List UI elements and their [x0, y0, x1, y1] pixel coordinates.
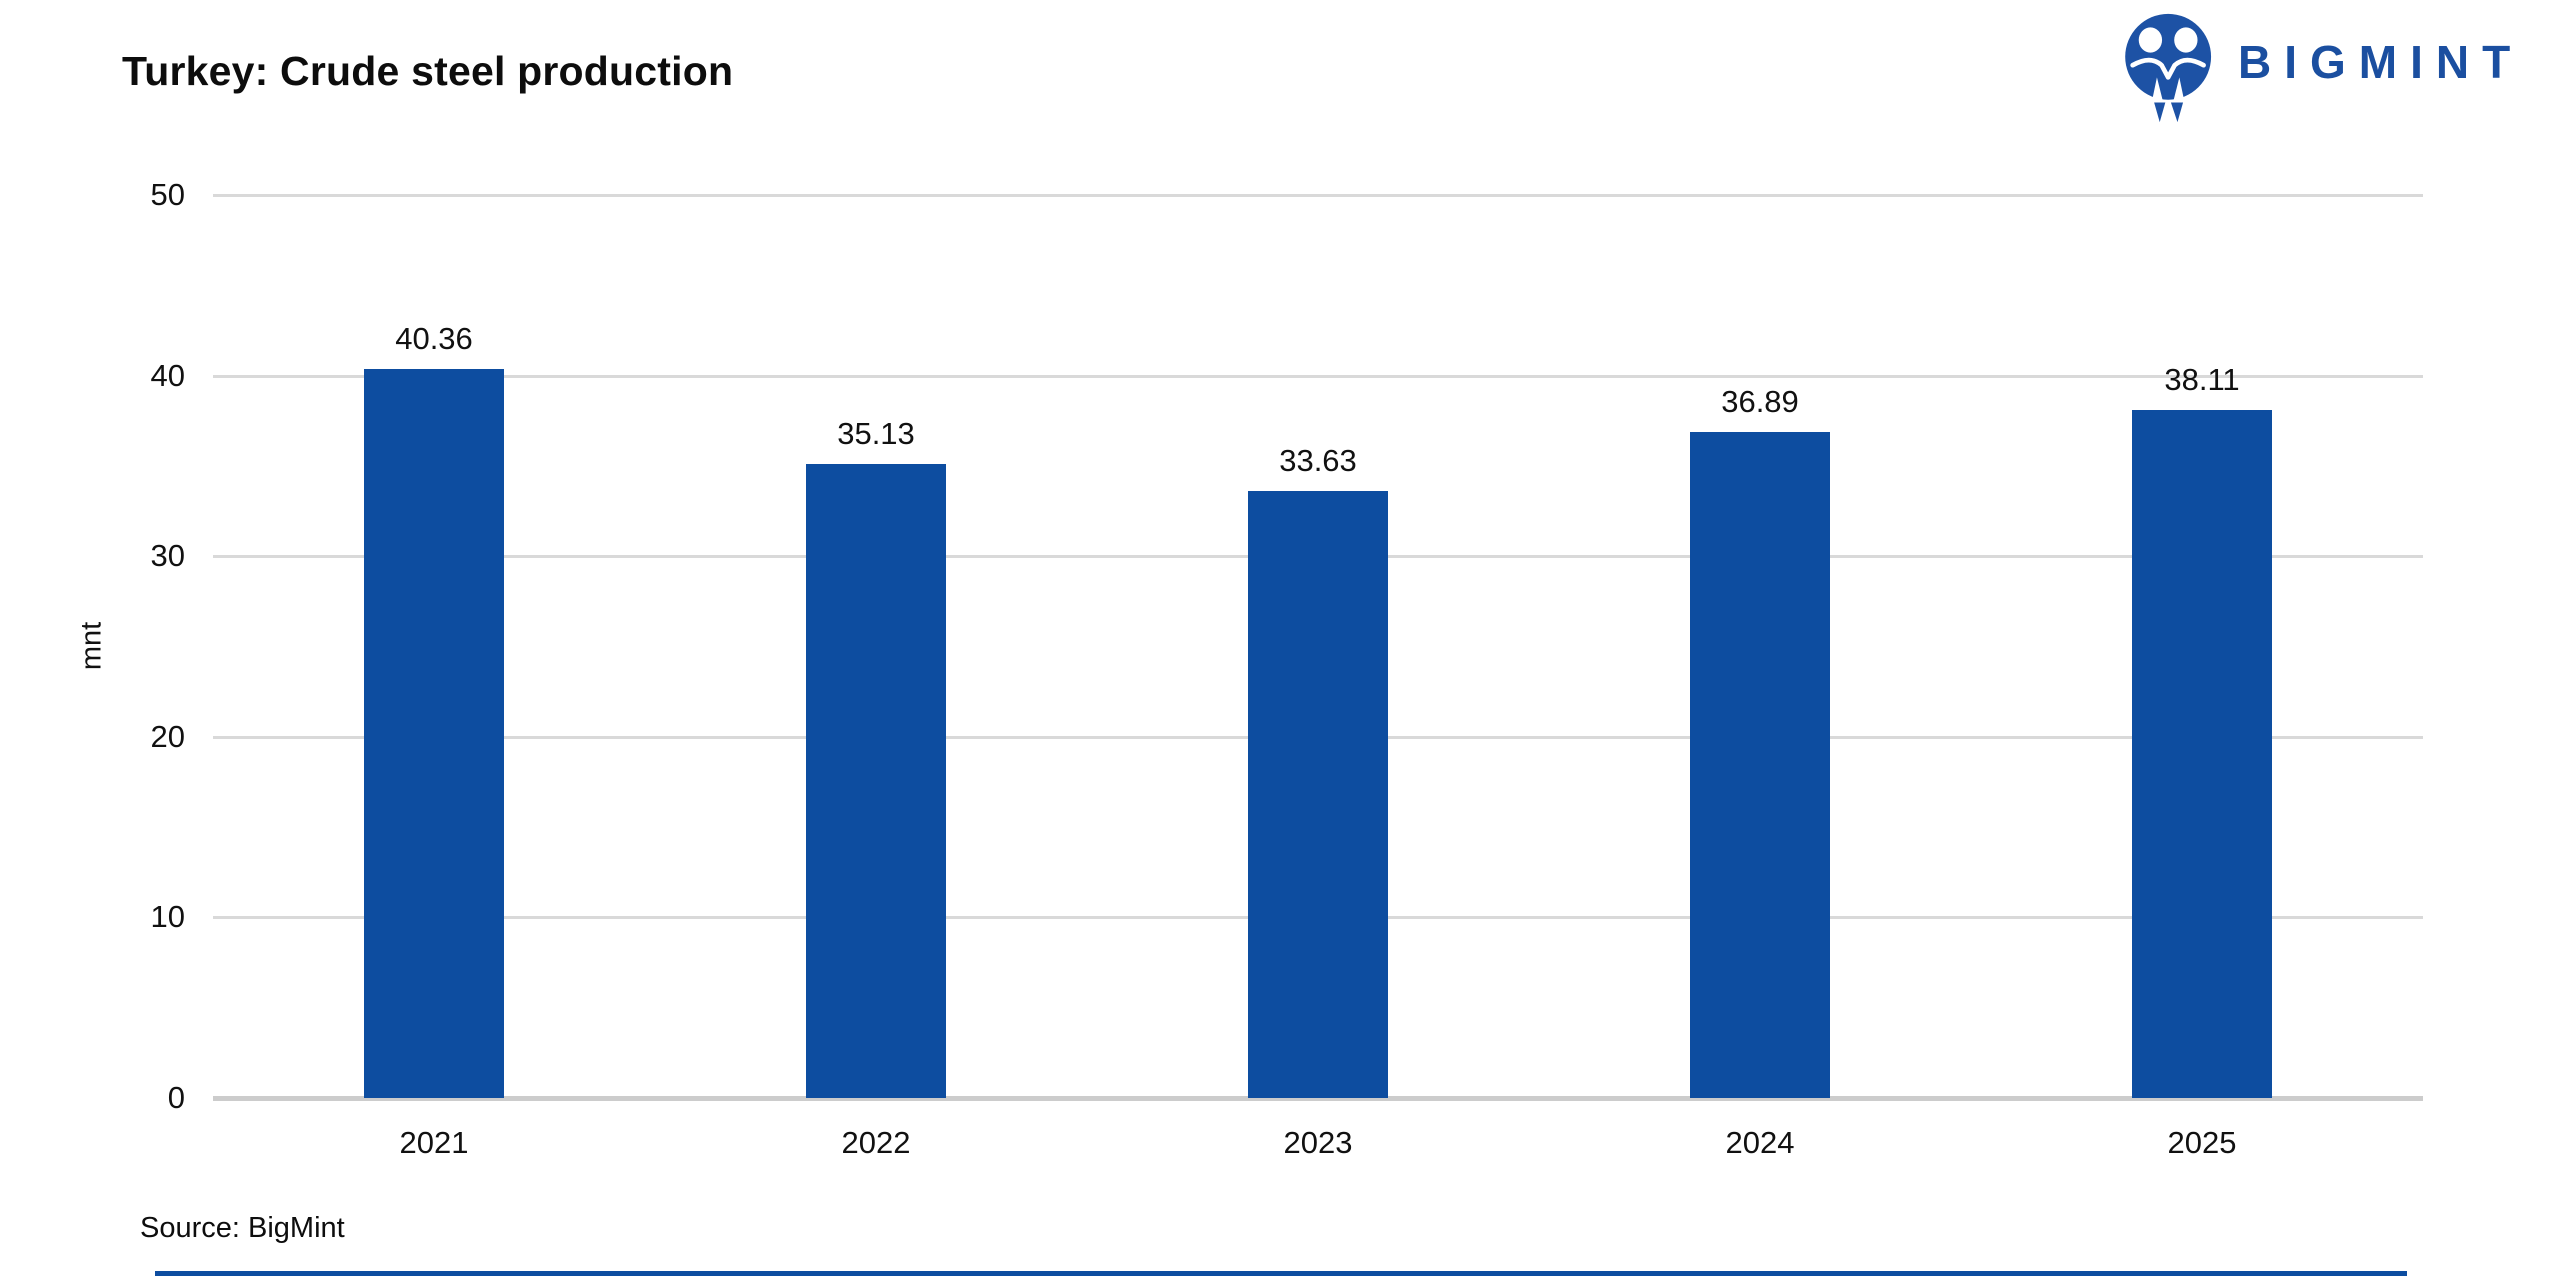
x-tick-label-2022: 2022: [841, 1125, 911, 1160]
bar-value-label-2024: 36.89: [1721, 383, 1799, 419]
x-axis-line: [213, 1096, 2423, 1101]
bigmint-logo-icon: [2118, 12, 2222, 124]
bar-chart-plot-area: 0 10 20 30 40 50 40.36 2021 35.13 2022 33.63 2023 36…: [151, 178, 2423, 1160]
bigmint-logo: BIGMINT: [2118, 13, 2524, 123]
y-tick-label-20: 20: [150, 718, 185, 754]
bar-2022: [806, 463, 946, 1098]
bar-value-label-2023: 33.63: [1279, 442, 1357, 478]
bar-2025: [2132, 409, 2272, 1098]
bar-value-label-2025: 38.11: [2164, 361, 2240, 397]
x-tick-label-2021: 2021: [399, 1125, 469, 1160]
gridline-50: [213, 194, 2423, 197]
bigmint-logo-text: BIGMINT: [2238, 36, 2524, 88]
bar-value-label-2022: 35.13: [837, 415, 915, 451]
source-note: Source: BigMint: [140, 1212, 345, 1244]
y-tick-label-40: 40: [150, 357, 185, 393]
x-tick-label-2025: 2025: [2167, 1125, 2237, 1160]
y-tick-label-30: 30: [150, 538, 185, 574]
y-tick-label-10: 10: [150, 899, 185, 935]
bar-2021: [364, 369, 504, 1098]
y-tick-label-0: 0: [167, 1080, 185, 1115]
x-tick-label-2023: 2023: [1283, 1125, 1353, 1160]
x-tick-label-2024: 2024: [1725, 1125, 1795, 1160]
y-tick-label-50: 50: [150, 177, 185, 212]
bottom-rule-line: [155, 1271, 2407, 1276]
bar-value-label-2021: 40.36: [395, 321, 473, 357]
bar-2023: [1248, 490, 1388, 1098]
page-title: Turkey: Crude steel production: [122, 48, 734, 94]
bar-2024: [1690, 431, 1830, 1098]
gridline-40: [213, 374, 2423, 378]
y-axis-title: mnt: [75, 621, 108, 671]
